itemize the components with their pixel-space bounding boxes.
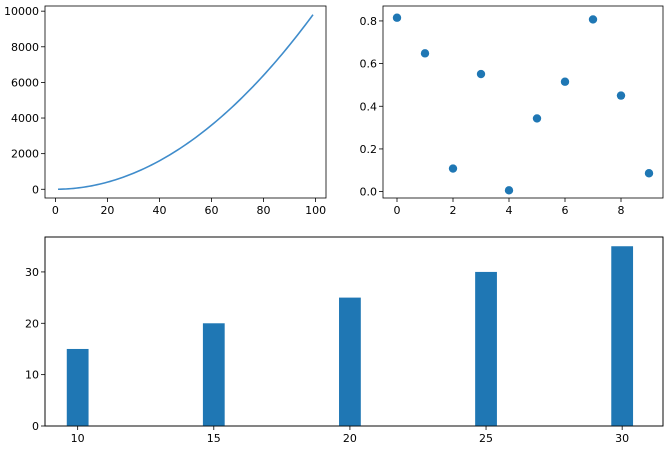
x-tick-label: 100 bbox=[305, 204, 326, 217]
scatter-point bbox=[644, 169, 654, 178]
x-tick-label: 0 bbox=[52, 204, 59, 217]
bar bbox=[339, 297, 361, 426]
x-tick-label: 20 bbox=[100, 204, 114, 217]
x-tick-label: 20 bbox=[343, 432, 357, 445]
series-line bbox=[57, 14, 314, 191]
scatter-point bbox=[560, 77, 570, 86]
scatter-point bbox=[588, 15, 598, 24]
y-tick-label: 0 bbox=[32, 420, 39, 433]
bar-chart-panel: 10 15 20 25 30 0 10 20 30 bbox=[25, 236, 664, 445]
x-tick-label: 80 bbox=[257, 204, 271, 217]
y-tick-label: 8000 bbox=[11, 41, 39, 54]
scatter-point bbox=[448, 164, 458, 173]
y-tick-label: 0.4 bbox=[360, 100, 378, 113]
y-tick-label: 0.6 bbox=[360, 58, 378, 71]
x-tick-label: 15 bbox=[207, 432, 221, 445]
plot-frame bbox=[382, 5, 664, 199]
y-tick-label: 6000 bbox=[11, 76, 39, 89]
line-chart-panel: 0 20 40 60 80 100 0 2000 4000 6000 8000 10000 bbox=[4, 5, 327, 217]
plot-frame-overlay bbox=[44, 236, 664, 427]
scatter-point bbox=[532, 114, 542, 123]
x-tick-label: 6 bbox=[562, 204, 569, 217]
y-tick-label: 2000 bbox=[11, 148, 39, 161]
y-tick-label: 30 bbox=[25, 266, 39, 279]
y-tick-label: 0.8 bbox=[360, 15, 378, 28]
y-tick-label: 10000 bbox=[4, 5, 39, 18]
x-tick-label: 30 bbox=[615, 432, 629, 445]
x-tick-label: 40 bbox=[152, 204, 166, 217]
x-tick-label: 4 bbox=[506, 204, 513, 217]
y-tick-label: 10 bbox=[25, 369, 39, 382]
x-tick-label: 10 bbox=[71, 432, 85, 445]
scatter-chart-panel: 0 2 4 6 8 0.0 0.2 0.4 0.6 0.8 bbox=[360, 5, 664, 217]
scatter-point bbox=[420, 49, 430, 58]
scatter-point bbox=[504, 186, 514, 195]
x-tick-label: 25 bbox=[479, 432, 493, 445]
x-tick-label: 8 bbox=[618, 204, 625, 217]
plot-frame bbox=[44, 5, 327, 199]
bar bbox=[475, 271, 497, 426]
scatter-point bbox=[476, 69, 486, 79]
x-tick-label: 2 bbox=[450, 204, 457, 217]
y-tick-label: 4000 bbox=[11, 112, 39, 125]
y-tick-label: 0.2 bbox=[360, 143, 378, 156]
bar bbox=[202, 323, 225, 426]
y-tick-label: 0 bbox=[32, 183, 39, 196]
x-tick-label: 60 bbox=[205, 204, 219, 217]
y-tick-label: 0.0 bbox=[360, 186, 378, 199]
bar bbox=[611, 246, 634, 426]
y-tick-label: 20 bbox=[25, 317, 39, 330]
scatter-point bbox=[392, 13, 402, 22]
x-tick-label: 0 bbox=[394, 204, 401, 217]
bar bbox=[66, 348, 89, 426]
scatter-point bbox=[616, 91, 626, 100]
